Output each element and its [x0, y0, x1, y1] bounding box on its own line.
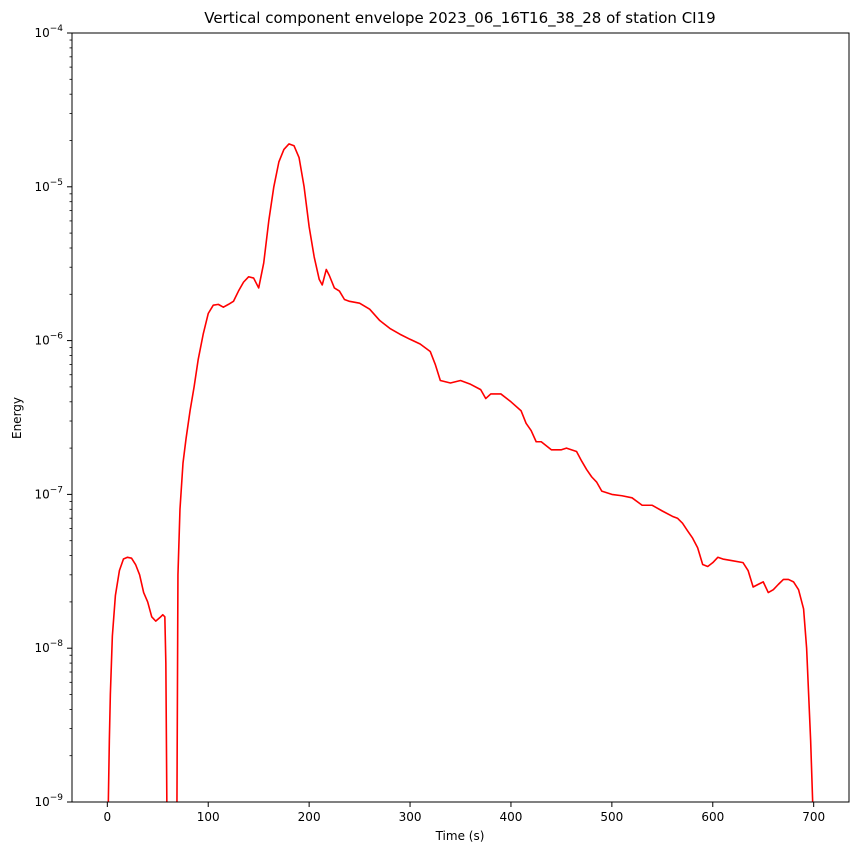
y-tick-label-base: 10: [34, 334, 49, 348]
y-tick-label-base: 10: [34, 487, 49, 501]
y-tick-label-base: 10: [34, 180, 49, 194]
y-tick-label-base: 10: [34, 641, 49, 655]
y-tick-label-exponent: −8: [50, 639, 64, 649]
y-tick-label-exponent: −5: [50, 178, 63, 188]
x-tick-label: 400: [500, 810, 523, 824]
y-tick-label: 10−9: [34, 793, 63, 809]
series-layer: [107, 143, 814, 803]
x-tick-label: 300: [399, 810, 422, 824]
y-tick-label-base: 10: [34, 26, 49, 40]
x-tick-label: 200: [298, 810, 321, 824]
x-tick-label: 700: [802, 810, 825, 824]
x-tick-label: 100: [197, 810, 220, 824]
y-tick-label-exponent: −7: [50, 485, 63, 495]
plot-frame: [71, 32, 850, 803]
y-axis-label: Energy: [10, 397, 24, 439]
tick-layer: 0 100 200 300 400 500 600 70010−910−810−710−610…: [34, 24, 825, 824]
x-tick-label: 0: [103, 810, 111, 824]
y-tick-label: 10−6: [34, 332, 63, 348]
y-tick-label-exponent: −9: [50, 793, 64, 803]
y-tick-label: 10−8: [34, 639, 63, 655]
y-tick-label-exponent: −6: [50, 332, 64, 342]
x-axis-label: Time (s): [435, 829, 485, 843]
x-tick-label: 600: [701, 810, 724, 824]
y-tick-label: 10−4: [34, 24, 63, 40]
y-tick-label: 10−7: [34, 485, 63, 501]
series-line: [176, 143, 814, 803]
y-tick-label: 10−5: [34, 178, 63, 194]
y-tick-label-exponent: −4: [50, 24, 64, 34]
chart-title: Vertical component envelope 2023_06_16T1…: [204, 9, 715, 28]
x-tick-label: 500: [600, 810, 623, 824]
y-tick-label-base: 10: [34, 795, 49, 809]
series-line: [107, 556, 168, 803]
